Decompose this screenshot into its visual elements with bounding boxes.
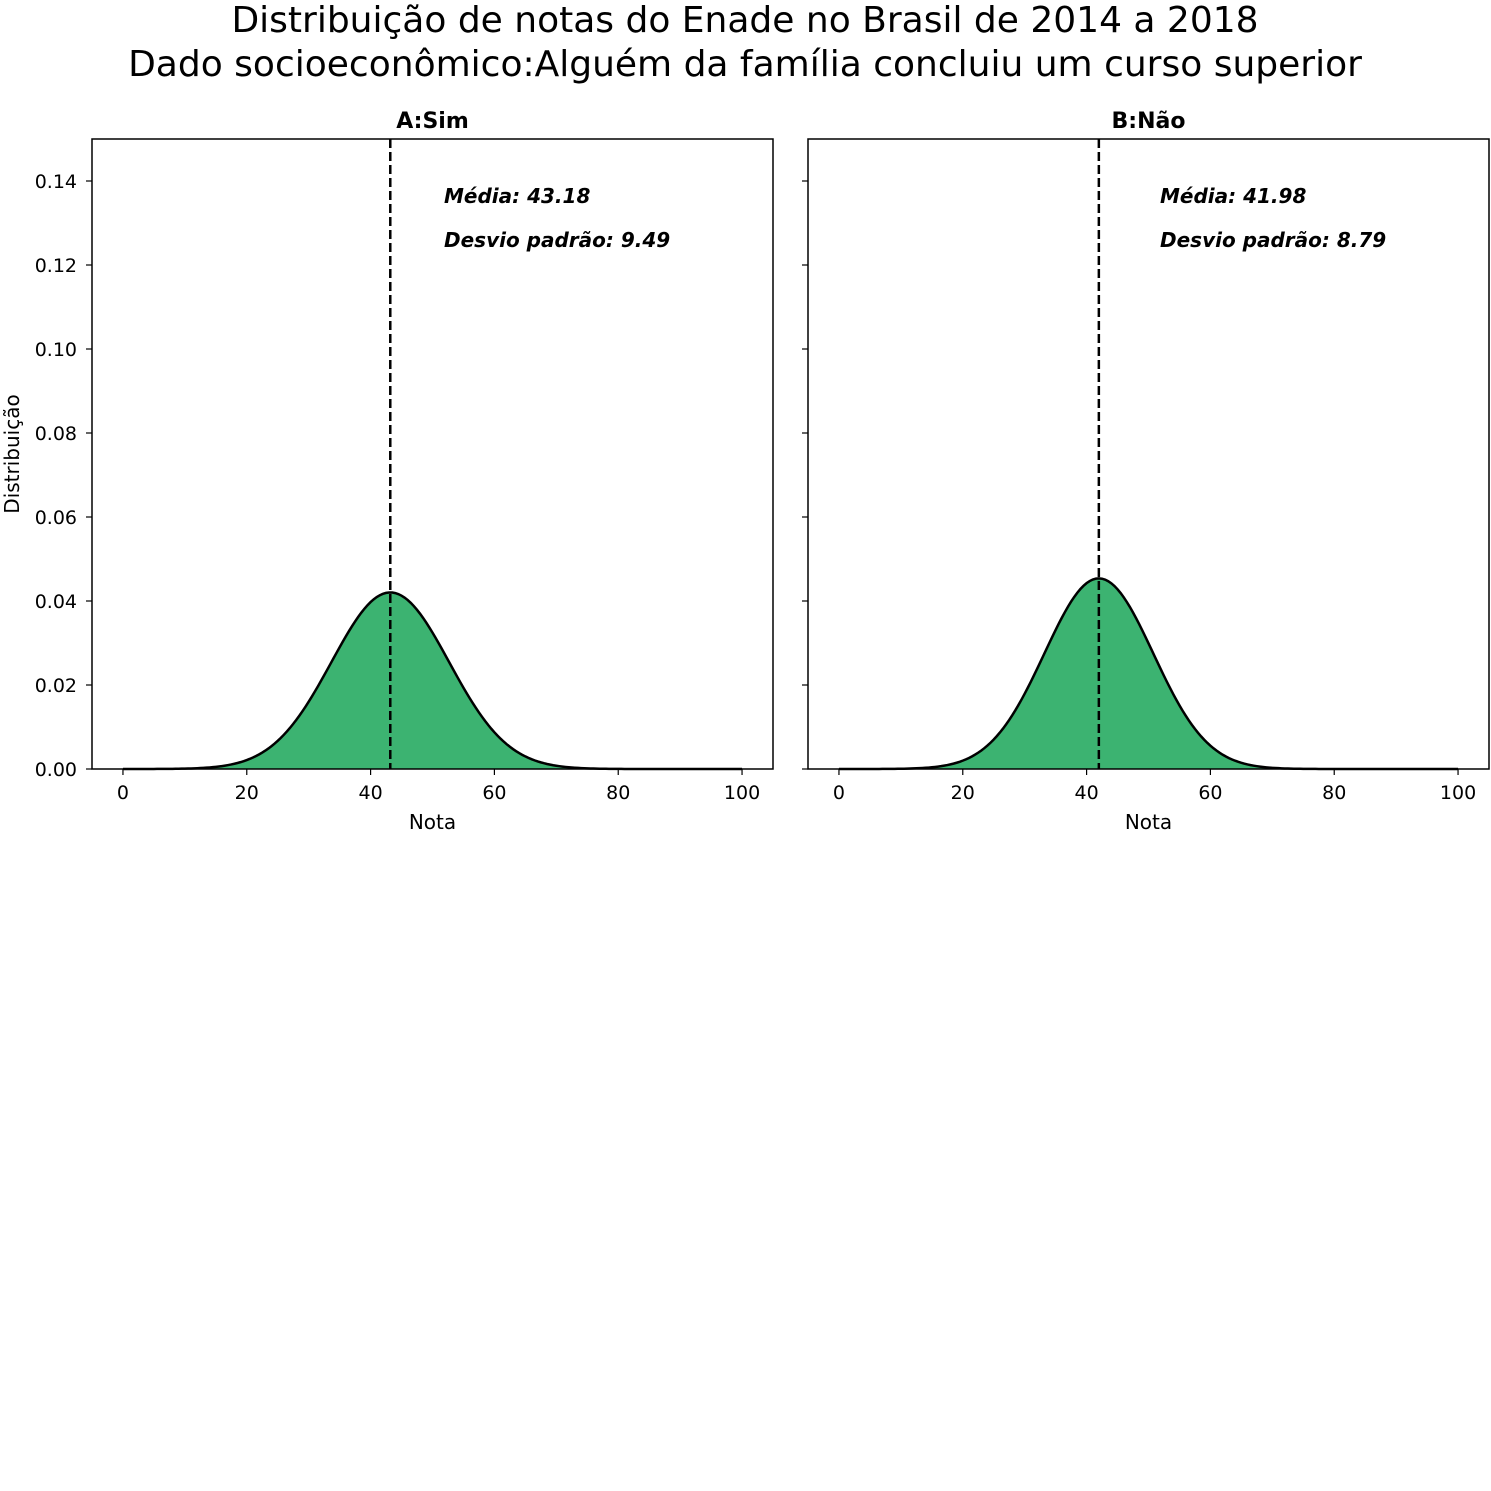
mean-annotation: Média: 43.18 [444,184,590,208]
y-tick-label: 0.12 [35,255,77,277]
panel-title: A:Sim [396,109,469,134]
y-tick-label: 0.08 [35,423,77,445]
axes-frame [91,138,774,770]
chart-panels: 0 20 40 60 80 100 0.00 0.02 0.04 0.06 0.08 0.10 0.12… [0,109,1490,834]
y-axis-label: Distribuição [0,394,24,513]
y-tick-label: 0.06 [35,507,77,529]
axes-frame [807,138,1490,770]
x-tick-label: 80 [606,782,630,804]
x-tick-label: 0 [117,782,129,804]
density-area [838,578,1459,769]
y-tick-label: 0.14 [35,171,77,193]
y-tick-label: 0.00 [35,759,77,781]
x-tick-label: 0 [833,782,845,804]
y-tick-label: 0.02 [35,675,77,697]
y-tick-label: 0.04 [35,591,77,613]
x-tick-label: 60 [1198,782,1222,804]
x-tick-label: 60 [482,782,506,804]
panel-title: B:Não [1112,109,1186,134]
std-annotation: Desvio padrão: 9.49 [444,228,670,252]
x-tick-label: 40 [1074,782,1098,804]
density-area [122,592,743,769]
x-tick-label: 20 [951,782,975,804]
x-axis-label: Nota [409,810,456,834]
x-tick-label: 100 [1440,782,1476,804]
y-tick-label: 0.10 [35,339,77,361]
figure-title-line-1: Distribuição de notas do Enade no Brasil… [231,0,1258,41]
figure-title-line-2: Dado socioeconômico:Alguém da família co… [128,44,1362,85]
x-tick-label: 40 [358,782,382,804]
chart-panel-2: 0 20 40 60 80 100 B:Não Nota Média: 41.98 Desvio … [802,109,1490,834]
x-tick-label: 80 [1322,782,1346,804]
std-annotation: Desvio padrão: 8.79 [1160,228,1386,252]
x-tick-label: 20 [235,782,259,804]
x-axis-label: Nota [1125,810,1172,834]
chart-panel-1: 0 20 40 60 80 100 0.00 0.02 0.04 0.06 0.08 0.10 0.12… [0,109,774,834]
x-tick-label: 100 [724,782,760,804]
mean-annotation: Média: 41.98 [1160,184,1306,208]
